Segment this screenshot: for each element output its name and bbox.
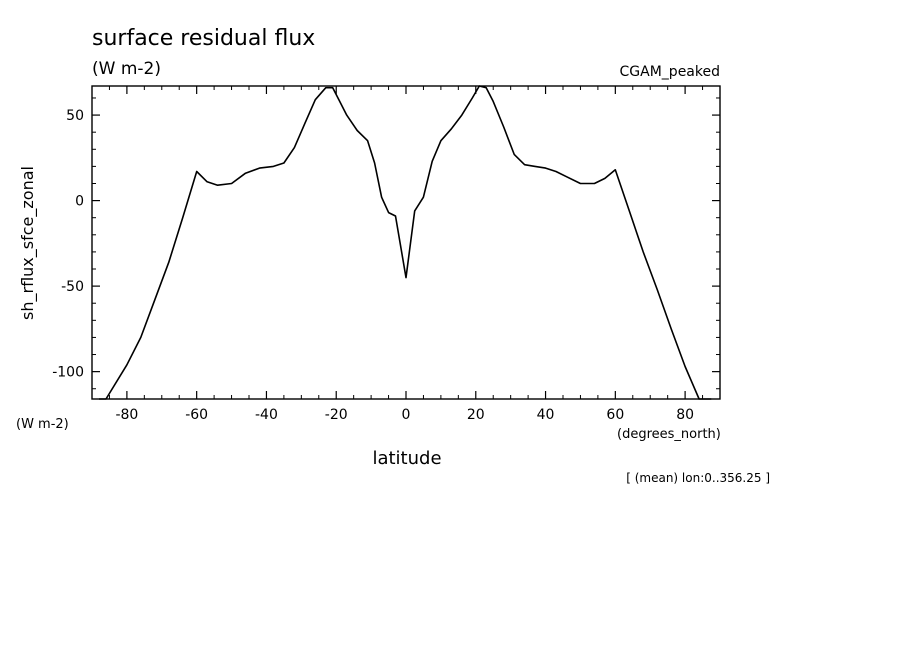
x-minor-ticks bbox=[91, 86, 721, 399]
chart-subtitle: (W m-2) bbox=[92, 59, 161, 79]
x-tick-label: -40 bbox=[255, 407, 278, 423]
y-tick-label: 50 bbox=[66, 108, 84, 124]
footer-note: [ (mean) lon:0..356.25 ] bbox=[626, 471, 770, 485]
x-tick-label: 0 bbox=[402, 407, 411, 423]
x-tick-label: 20 bbox=[467, 407, 485, 423]
y-axis-label: sh_rflux_sfce_zonal bbox=[18, 166, 38, 320]
x-axis-units: (degrees_north) bbox=[617, 427, 721, 442]
x-tick-label: -60 bbox=[185, 407, 208, 423]
dataset-label: CGAM_peaked bbox=[620, 64, 720, 80]
x-tick-label: 40 bbox=[537, 407, 555, 423]
x-axis-label: latitude bbox=[372, 448, 441, 469]
x-tick-label: -20 bbox=[325, 407, 348, 423]
chart-title: surface residual flux bbox=[92, 26, 315, 51]
series-line bbox=[99, 85, 712, 400]
x-tick-label: 60 bbox=[606, 407, 624, 423]
y-tick-label: -50 bbox=[61, 279, 84, 295]
y-minor-ticks bbox=[92, 97, 720, 390]
y-tick-labels: -100 -50 0 50 bbox=[52, 108, 84, 381]
plot-frame bbox=[91, 85, 721, 400]
x-tick-label: -80 bbox=[115, 407, 138, 423]
y-tick-label: 0 bbox=[75, 194, 84, 210]
y-ticks bbox=[92, 114, 720, 373]
y-axis-units: (W m-2) bbox=[16, 417, 69, 432]
x-tick-label: 80 bbox=[676, 407, 694, 423]
y-tick-label: -100 bbox=[52, 365, 84, 381]
x-ticks bbox=[126, 86, 686, 399]
x-tick-labels: -80 -60 -40 -20 0 20 40 60 80 bbox=[115, 407, 694, 423]
